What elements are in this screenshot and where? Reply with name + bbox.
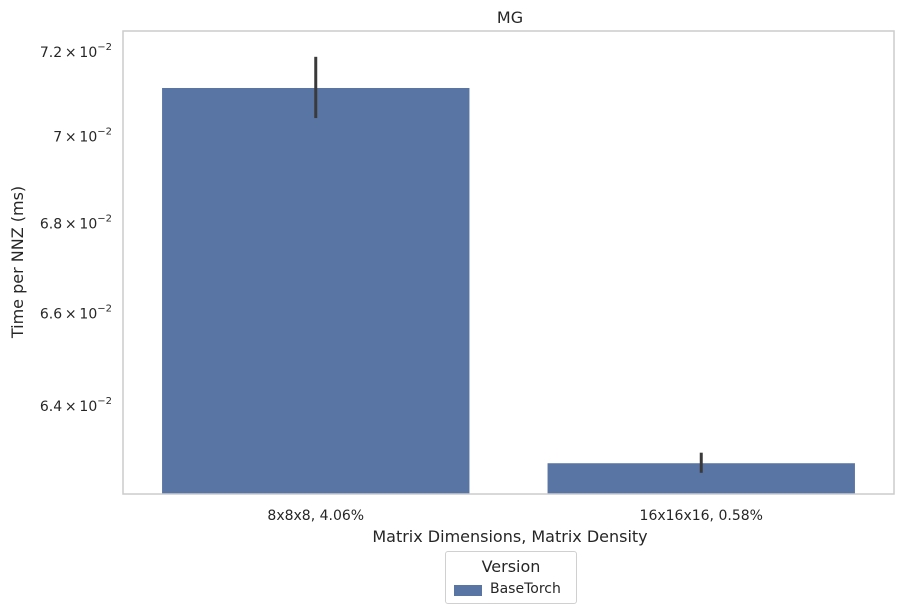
y-tick-label: 7 × 10−2 bbox=[53, 126, 112, 145]
x-tick-label: 8x8x8, 4.06% bbox=[267, 508, 364, 524]
x-tick-label: 16x16x16, 0.58% bbox=[640, 508, 763, 524]
x-axis-label: Matrix Dimensions, Matrix Density bbox=[372, 527, 647, 546]
y-tick-label: 7.2 × 10−2 bbox=[40, 42, 112, 61]
x-axis-ticks: 8x8x8, 4.06% 16x16x16, 0.58% bbox=[267, 508, 763, 524]
y-axis-label: Time per NNZ (ms) bbox=[8, 186, 27, 339]
legend-label-basetorch: BaseTorch bbox=[490, 581, 561, 597]
legend-swatch-basetorch bbox=[454, 585, 482, 596]
legend: Version BaseTorch bbox=[445, 551, 577, 604]
y-tick-label: 6.8 × 10−2 bbox=[40, 214, 112, 233]
y-axis-ticks: 6.4 × 10−2 6.6 × 10−2 6.8 × 10−2 7 × 10−2 7.… bbox=[40, 42, 112, 415]
bar-0 bbox=[161, 86, 471, 495]
plot-frame bbox=[122, 30, 895, 495]
y-tick-label: 6.6 × 10−2 bbox=[40, 303, 112, 322]
plot-area bbox=[161, 56, 856, 495]
legend-title: Version bbox=[481, 557, 541, 576]
y-tick-label: 6.4 × 10−2 bbox=[40, 396, 112, 415]
chart-title: MG bbox=[497, 8, 523, 27]
